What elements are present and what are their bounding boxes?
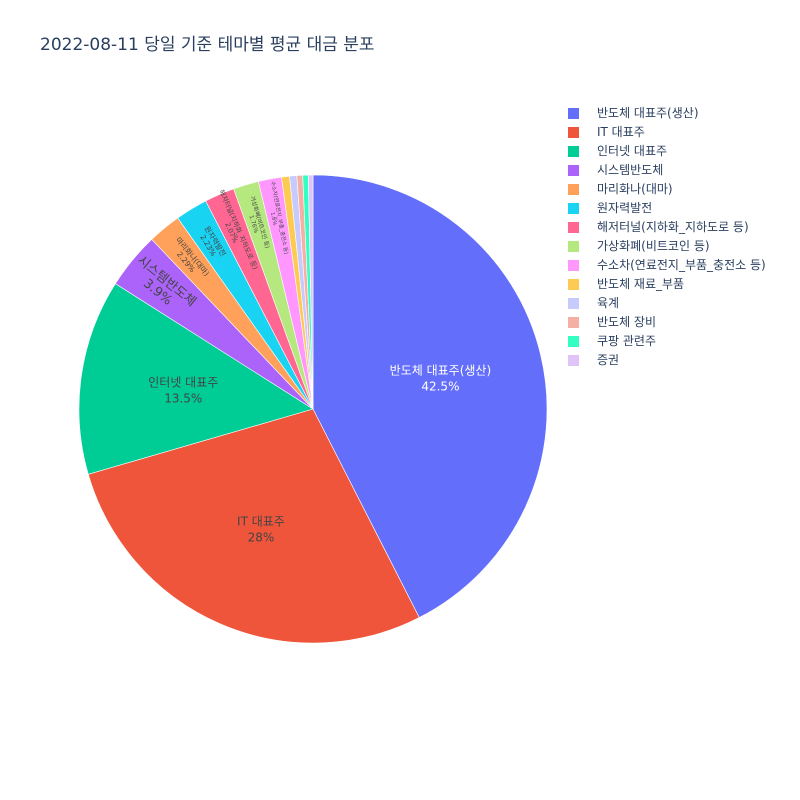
legend-label: 증권	[597, 353, 620, 367]
legend-label: 수소차(연료전지_부품_충전소 등)	[597, 258, 766, 272]
slice-label-2: IT 대표주 28%	[237, 514, 285, 544]
legend-swatch	[568, 317, 579, 328]
slice-label-name: 인터넷 대표주	[148, 376, 218, 390]
slice-label-percent: 28%	[248, 530, 275, 544]
legend-swatch	[568, 203, 579, 214]
slice-label-percent: 1.6%	[269, 212, 277, 226]
legend-swatch	[568, 127, 579, 138]
slice-label-percent: 1.76%	[247, 215, 258, 235]
slice-label-percent: 13.5%	[164, 392, 202, 406]
slice-label-percent: 42.5%	[421, 379, 459, 393]
slice-label-name: IT 대표주	[237, 514, 285, 528]
legend-swatch	[568, 336, 579, 347]
slice-label-3: 인터넷 대표주 13.5%	[148, 376, 218, 406]
legend-label: 육계	[597, 296, 620, 310]
legend-swatch	[568, 279, 579, 290]
legend-swatch	[568, 241, 579, 252]
legend-label: 인터넷 대표주	[597, 144, 668, 158]
legend-swatch	[568, 260, 579, 271]
pie-slice-14[interactable]	[307, 174, 314, 410]
legend-swatch	[568, 298, 579, 309]
legend-swatch	[568, 108, 579, 119]
legend-label: 원자력발전	[597, 201, 653, 215]
legend-label: 반도체 대표주(생산)	[597, 106, 699, 120]
legend-label: 반도체 재료_부품	[597, 277, 685, 291]
legend-swatch	[568, 146, 579, 157]
pie-slice-3[interactable]	[78, 283, 314, 475]
legend-label: 시스템반도체	[597, 163, 664, 177]
legend-label: IT 대표주	[597, 125, 645, 139]
legend-swatch	[568, 184, 579, 195]
legend-label: 반도체 장비	[597, 315, 657, 329]
slice-label-1: 반도체 대표주(생산) 42.5%	[390, 363, 492, 393]
legend-label: 해저터널(지하화_지하도로 등)	[597, 220, 749, 234]
pie-slice-2[interactable]	[87, 408, 420, 644]
legend-label: 쿠팡 관련주	[597, 334, 657, 348]
pie-slice-1[interactable]	[312, 174, 548, 618]
legend-swatch	[568, 165, 579, 176]
legend-label: 마리화나(대마)	[597, 182, 673, 196]
slice-label-name: 반도체 대표주(생산)	[390, 363, 492, 377]
legend-swatch	[568, 222, 579, 233]
chart-title: 2022-08-11 당일 기준 테마별 평균 대금 분포	[40, 35, 375, 55]
legend-label: 가상화폐(비트코인 등)	[597, 239, 710, 253]
legend-swatch	[568, 355, 579, 366]
